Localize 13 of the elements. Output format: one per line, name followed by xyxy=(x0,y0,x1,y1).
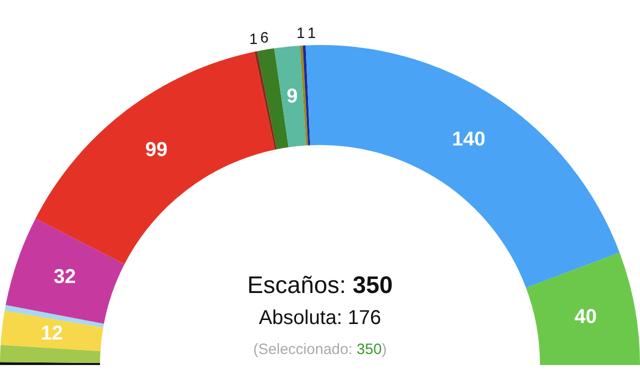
data-label: 6 xyxy=(260,29,269,46)
text: (Seleccionado: 350) xyxy=(253,341,387,358)
data-label: 1 xyxy=(296,25,305,42)
data-label: 140 xyxy=(452,128,486,151)
text: Escaños: 350 xyxy=(247,272,393,299)
data-label: 9 xyxy=(286,85,298,108)
data-label: 1 xyxy=(307,24,316,42)
data-label: 12 xyxy=(40,322,63,345)
text: Absoluta: 176 xyxy=(258,307,382,329)
data-label: 99 xyxy=(145,139,168,162)
data-label: 32 xyxy=(54,266,76,288)
data-label: 40 xyxy=(574,306,597,328)
data-label: 1 xyxy=(249,31,258,48)
